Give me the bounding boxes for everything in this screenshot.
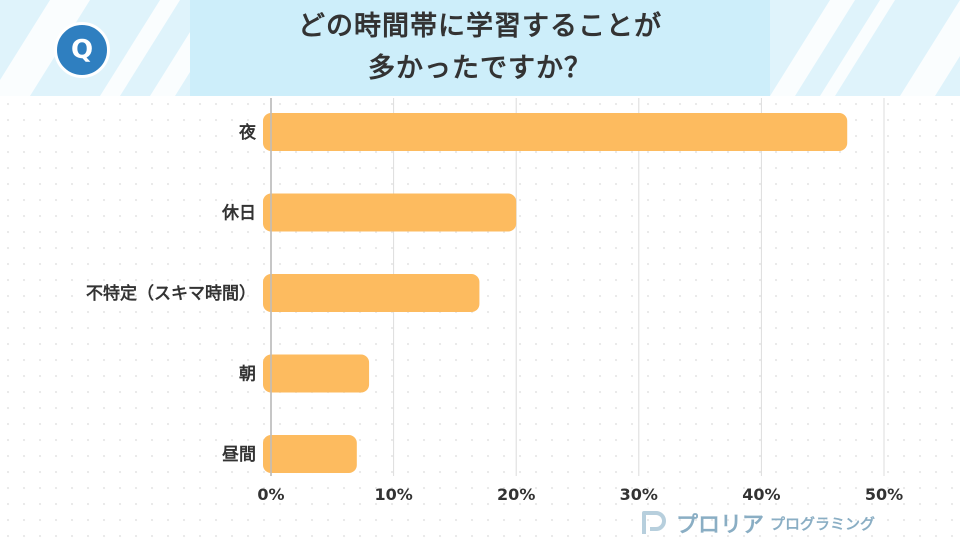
category-label: 朝 xyxy=(239,364,256,385)
x-tick-label: 40% xyxy=(742,485,780,504)
x-tick-label: 20% xyxy=(497,485,535,504)
bar xyxy=(263,354,370,393)
header-band xyxy=(0,0,960,96)
bar xyxy=(263,193,517,232)
x-tick-label: 30% xyxy=(620,485,658,504)
x-tick-label: 10% xyxy=(374,485,412,504)
logo-sub-text: プログラミング xyxy=(770,514,876,533)
x-tick-label: 50% xyxy=(865,485,903,504)
title-line-1: どの時間帯に学習することが xyxy=(298,11,662,42)
bar xyxy=(263,274,480,312)
category-label: 休日 xyxy=(221,203,256,224)
category-label: 昼間 xyxy=(222,445,256,465)
bar xyxy=(263,113,848,151)
category-label: 夜 xyxy=(238,122,257,143)
category-label: 不特定（スキマ時間） xyxy=(86,283,256,304)
title-box xyxy=(190,0,770,96)
bar xyxy=(263,435,357,473)
logo-main-text: プロリア xyxy=(676,513,765,538)
question-badge: Q xyxy=(54,22,110,78)
p-logo-icon xyxy=(642,511,666,534)
chart-title: どの時間帯に学習することが 多かったですか？ xyxy=(190,6,770,90)
brand-logo: プロリア プログラミング xyxy=(640,508,875,538)
title-line-2: 多かったですか？ xyxy=(368,53,592,84)
x-tick-label: 0% xyxy=(257,485,284,504)
